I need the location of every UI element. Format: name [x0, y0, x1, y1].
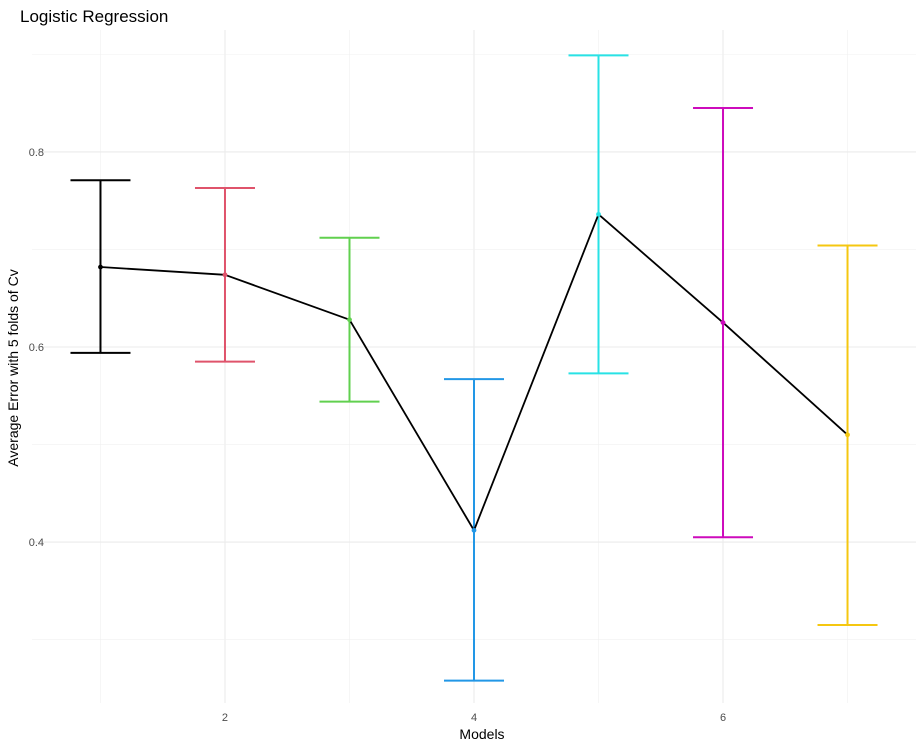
x-tick-label: 6 — [720, 712, 726, 724]
data-point — [471, 527, 477, 533]
y-tick-label: 0.8 — [29, 147, 44, 159]
chart-title: Logistic Regression — [20, 7, 168, 26]
grid-lines — [32, 30, 916, 703]
data-point — [845, 432, 850, 438]
y-axis-label: Average Error with 5 folds of Cv — [5, 269, 21, 466]
data-point — [720, 320, 726, 326]
x-axis-label: Models — [459, 726, 504, 742]
data-point — [596, 211, 601, 217]
x-tick-label: 2 — [222, 712, 228, 724]
mean-points — [98, 211, 850, 533]
data-point — [222, 272, 228, 278]
y-tick-label: 0.4 — [29, 537, 44, 549]
data-point — [98, 264, 103, 270]
tick-labels: 2 4 6 0.4 0.6 0.8 — [29, 147, 726, 724]
data-point — [347, 317, 352, 323]
y-tick-label: 0.6 — [29, 342, 44, 354]
x-tick-label: 4 — [471, 712, 477, 724]
